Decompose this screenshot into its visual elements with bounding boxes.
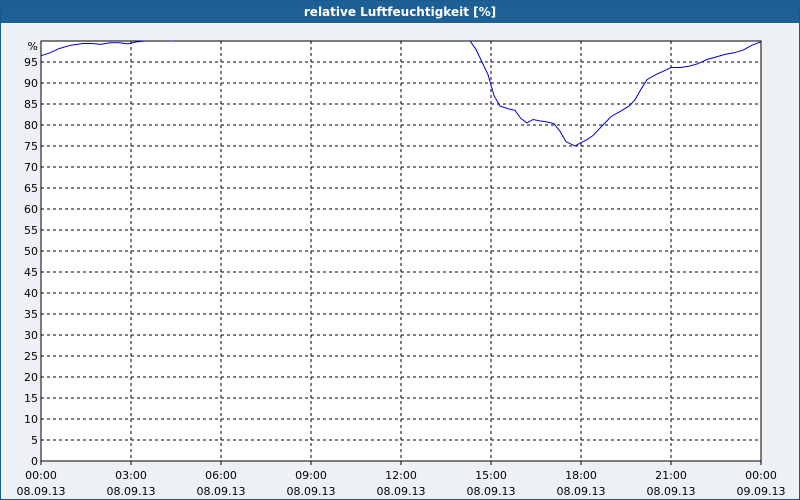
y-tick-label: 55 bbox=[24, 224, 38, 237]
y-tick-label: 5 bbox=[31, 434, 38, 447]
x-tick-date-label: 08.09.13 bbox=[377, 485, 426, 498]
y-tick-label: 0 bbox=[31, 455, 38, 468]
x-tick-time-label: 09:00 bbox=[295, 469, 327, 482]
y-tick-label: 90 bbox=[24, 77, 38, 90]
y-tick-label: 30 bbox=[24, 329, 38, 342]
humidity-line-segment bbox=[40, 40, 147, 57]
x-tick-date-label: 08.09.13 bbox=[17, 485, 66, 498]
y-tick-label: 85 bbox=[24, 98, 38, 111]
x-tick-date-label: 08.09.13 bbox=[647, 485, 696, 498]
x-tick-time-label: 15:00 bbox=[475, 469, 507, 482]
x-tick-time-label: 21:00 bbox=[655, 469, 687, 482]
x-tick-time-label: 18:00 bbox=[565, 469, 597, 482]
y-tick-label: 15 bbox=[24, 392, 38, 405]
x-tick-date-label: 09.09.13 bbox=[737, 485, 786, 498]
x-tick-date-label: 08.09.13 bbox=[197, 485, 246, 498]
y-tick-label: 10 bbox=[24, 413, 38, 426]
x-tick-date-label: 08.09.13 bbox=[467, 485, 516, 498]
y-tick-label: 75 bbox=[24, 140, 38, 153]
y-tick-label: 60 bbox=[24, 203, 38, 216]
y-tick-label: 45 bbox=[24, 266, 38, 279]
y-tick-label: 65 bbox=[24, 182, 38, 195]
x-tick-time-label: 03:00 bbox=[115, 469, 147, 482]
x-tick-time-label: 12:00 bbox=[385, 469, 417, 482]
x-tick-time-label: 00:00 bbox=[745, 469, 777, 482]
humidity-line-segment bbox=[469, 40, 762, 147]
x-tick-time-label: 06:00 bbox=[205, 469, 237, 482]
y-tick-label: 95 bbox=[24, 56, 38, 69]
x-tick-time-label: 00:00 bbox=[25, 469, 57, 482]
x-tick-date-label: 08.09.13 bbox=[557, 485, 606, 498]
y-unit-label: % bbox=[28, 40, 38, 53]
y-tick-label: 25 bbox=[24, 350, 38, 363]
y-tick-label: 50 bbox=[24, 245, 38, 258]
y-tick-label: 35 bbox=[24, 308, 38, 321]
y-tick-label: 20 bbox=[24, 371, 38, 384]
chart-title: relative Luftfeuchtigkeit [%] bbox=[1, 1, 799, 23]
x-tick-date-label: 08.09.13 bbox=[287, 485, 336, 498]
y-tick-label: 40 bbox=[24, 287, 38, 300]
plot-border bbox=[40, 40, 762, 462]
y-tick-label: 80 bbox=[24, 119, 38, 132]
x-tick-date-label: 08.09.13 bbox=[107, 485, 156, 498]
y-tick-label: 70 bbox=[24, 161, 38, 174]
